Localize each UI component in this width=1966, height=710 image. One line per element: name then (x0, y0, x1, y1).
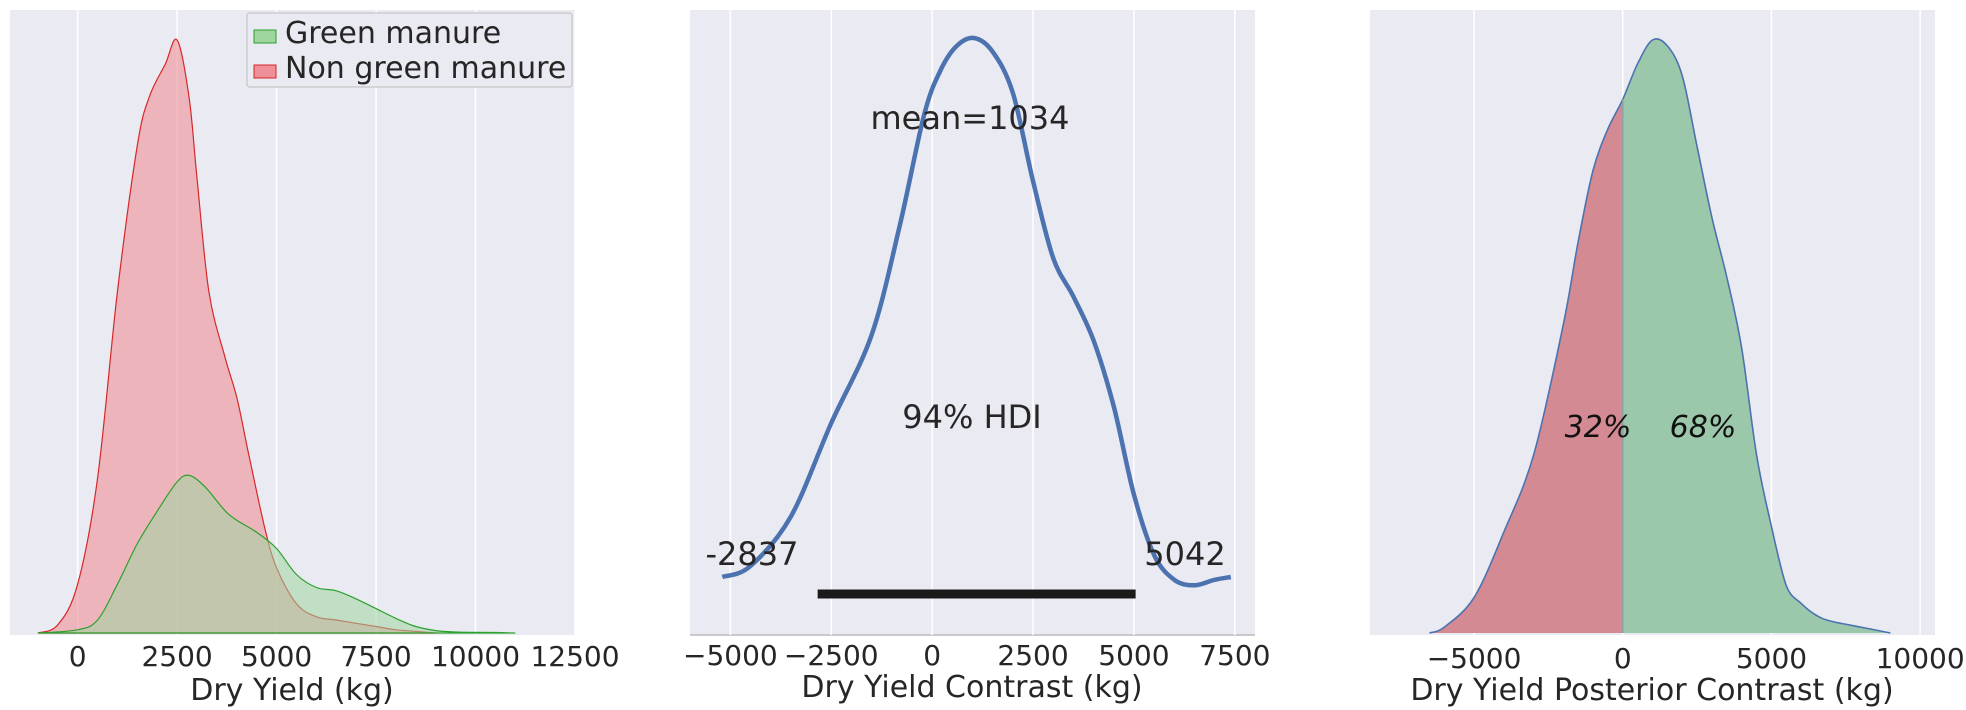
x-axis-label: Dry Yield Posterior Contrast (kg) (1410, 673, 1893, 708)
hdi-high-label: 5042 (1144, 535, 1225, 573)
x-tick-label: −5000 (1427, 642, 1522, 675)
x-tick-label: 7500 (1199, 639, 1270, 672)
legend-swatch-green-manure (253, 29, 277, 44)
panel-posterior-contrast: −5000 0 5000 10000 32% 68% Dry Yield Poster… (1370, 10, 1965, 708)
x-tick-label: 10000 (1876, 642, 1965, 675)
x-tick-label: 5000 (241, 640, 312, 673)
legend-label-non-green-manure: Non green manure (285, 51, 566, 86)
x-ticks: −5000 0 5000 10000 (1427, 642, 1965, 675)
grid (729, 10, 1236, 635)
hdi-label: 94% HDI (902, 398, 1041, 436)
x-tick-label: 7500 (340, 640, 411, 673)
density-line (721, 35, 1232, 588)
x-tick-label: 5000 (1098, 639, 1169, 672)
legend-label-green-manure: Green manure (285, 16, 501, 51)
mean-label: mean=1034 (871, 99, 1070, 137)
density-area-green-manure (37, 474, 516, 634)
pct-above-zero: 68% (1670, 410, 1737, 445)
legend-swatch-non-green-manure (253, 64, 277, 79)
hdi-low-label: -2837 (706, 535, 799, 573)
x-tick-label: 5000 (1736, 642, 1807, 675)
density-areas (1429, 38, 1891, 634)
x-tick-label: 10000 (431, 640, 520, 673)
x-tick-label: −2500 (784, 639, 879, 672)
density-areas (37, 38, 516, 634)
x-tick-label: 12500 (530, 640, 619, 673)
density-curve (721, 35, 1232, 599)
x-ticks: 0 2500 5000 7500 10000 12500 (69, 640, 620, 673)
legend-box (246, 12, 573, 88)
panel-dry-yield: 0 2500 5000 7500 10000 12500 Dry Yield (kg) G… (10, 10, 620, 708)
x-tick-label: −5000 (683, 639, 778, 672)
density-outline (1429, 38, 1891, 634)
area-below-zero (1429, 99, 1623, 634)
x-tick-label: 2500 (141, 640, 212, 673)
x-tick-label: 0 (69, 640, 87, 673)
pct-below-zero: 32% (1565, 410, 1632, 445)
x-tick-label: 2500 (997, 639, 1068, 672)
x-tick-label: 0 (923, 639, 941, 672)
area-above-zero (1622, 38, 1891, 633)
x-ticks: −5000 −2500 0 2500 5000 7500 (683, 639, 1270, 672)
x-axis-label: Dry Yield Contrast (kg) (801, 670, 1142, 705)
x-tick-label: 0 (1614, 642, 1632, 675)
x-axis-label: Dry Yield (kg) (190, 673, 394, 708)
legend: Green manure Non green manure (246, 12, 573, 88)
panel-dry-yield-contrast: −5000 −2500 0 2500 5000 7500 mean=1034 94% HD… (683, 10, 1270, 705)
